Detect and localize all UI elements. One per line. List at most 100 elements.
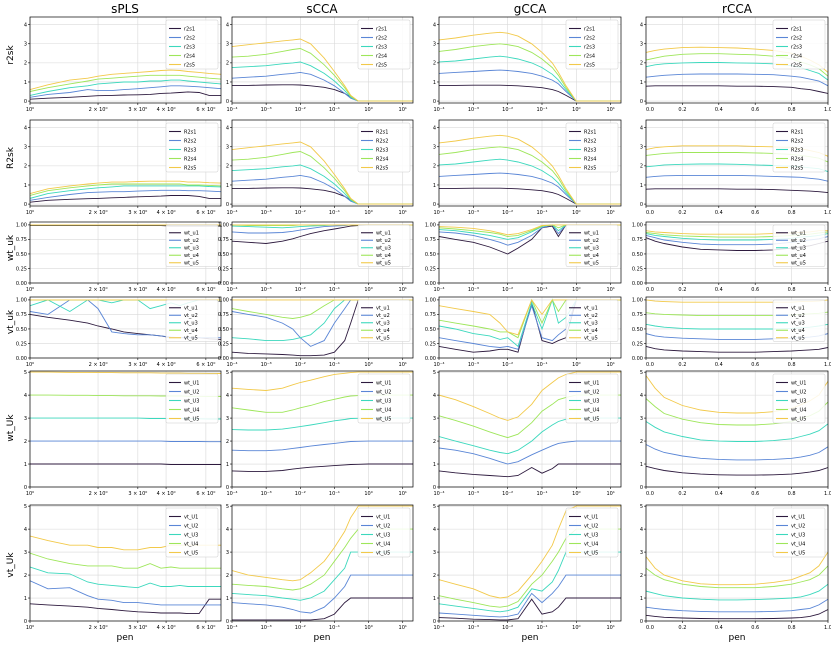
legend: wt_U1 wt_U2 wt_U3 wt_U4 wt_U5 <box>565 373 619 424</box>
legend-label: R2s3 <box>376 147 388 153</box>
series-line-r2s1 <box>646 188 828 194</box>
x-tick-label: 10⁰ <box>364 362 372 368</box>
y-tick-label: 3 <box>24 416 27 422</box>
legend-box <box>165 373 219 424</box>
legend-label: wt_u4 <box>584 253 599 259</box>
x-tick-label: 10⁻³ <box>261 210 272 216</box>
panel-vt-uk-gcca: 10⁻⁴ 10⁻³ 10⁻² 10⁻¹ 10⁰ 10¹ 0.00 0.25 0.50 0.75 1.… <box>425 296 622 368</box>
series-line-wt-u2 <box>646 444 828 461</box>
series-line-vt-u1 <box>646 345 828 353</box>
series-line-vt-u1 <box>646 609 828 620</box>
x-tick-label: 10⁰ <box>26 362 34 368</box>
legend-label: r2s3 <box>184 44 195 50</box>
y-tick-label: 2 <box>24 439 27 445</box>
x-axis-label-scca: pen <box>314 633 331 643</box>
legend-box <box>357 19 411 70</box>
x-axis-label-spls: pen <box>117 633 134 643</box>
y-tick-label: 0 <box>24 485 27 491</box>
y-tick-label: 2 <box>433 573 436 579</box>
y-tick-label: 0 <box>226 202 229 208</box>
x-tick-label: 10⁻¹ <box>536 210 547 216</box>
legend-label: vt_u3 <box>584 321 598 327</box>
legend-label: R2s4 <box>184 156 196 162</box>
series-line-wt-u1 <box>439 463 621 478</box>
legend-label: vt_u4 <box>791 328 805 334</box>
legend-label: r2s5 <box>791 62 802 68</box>
legend-label: wt_u2 <box>791 238 806 244</box>
x-tick-label: 0.6 <box>751 625 759 631</box>
legend-label: wt_u4 <box>376 253 391 259</box>
legend-label: wt_U1 <box>791 380 806 386</box>
y-tick-label: 1 <box>226 596 229 602</box>
y-tick-label: 3 <box>226 416 229 422</box>
y-tick-label: 1.00 <box>16 298 27 304</box>
series-line-r2s5 <box>30 69 221 91</box>
y-tick-label: 1 <box>640 183 643 189</box>
x-tick-label: 0.2 <box>678 625 686 631</box>
y-tick-label: 2 <box>226 61 229 67</box>
y-tick-label: 4 <box>640 527 643 533</box>
legend-label: vt_U5 <box>791 550 805 556</box>
x-tick-label: 10⁻¹ <box>536 491 547 497</box>
x-tick-label: 2 × 10⁰ <box>89 362 108 368</box>
x-tick-label: 10¹ <box>606 107 614 113</box>
series-line-wt-u3 <box>646 421 828 442</box>
y-tick-label: 0.00 <box>218 356 229 362</box>
legend: vt_U1 vt_U2 vt_U3 vt_U4 vt_U5 <box>357 507 411 558</box>
y-tick-label: 2 <box>226 573 229 579</box>
series-line-vt-u4 <box>30 552 221 569</box>
y-tick-label: 0 <box>24 99 27 105</box>
x-tick-label: 0.2 <box>678 107 686 113</box>
legend-label: r2s2 <box>584 35 595 41</box>
y-tick-label: 3 <box>433 145 436 151</box>
y-tick-label: 2 <box>640 439 643 445</box>
series-line-vt-u2 <box>646 598 828 613</box>
x-tick-label: 0.0 <box>646 210 654 216</box>
panel-vt-uk-gcca: 10⁻⁴ 10⁻³ 10⁻² 10⁻¹ 10⁰ 10¹ 0 1 2 3 4 5 vt_U1 vt_U2vt… <box>433 504 622 631</box>
x-tick-label: 10⁰ <box>364 107 372 113</box>
series-line-vt-u3 <box>30 566 221 589</box>
y-tick-label: 1 <box>226 183 229 189</box>
axes-frame <box>438 370 622 488</box>
column-title-scca: sCCA <box>306 2 338 16</box>
legend-label: r2s1 <box>376 26 387 32</box>
panel-vt-uk-rcca: 0.0 0.2 0.4 0.6 0.8 1.0 0 1 2 3 4 5 vt_U1 vt_U2 vt_U3v… <box>640 504 831 631</box>
legend-label: wt_u5 <box>376 261 391 267</box>
x-tick-label: 10⁻⁴ <box>226 107 237 113</box>
y-tick-label: 3 <box>24 42 27 48</box>
y-tick-label: 0.50 <box>218 252 229 258</box>
x-tick-label: 2 × 10⁰ <box>89 107 108 113</box>
y-tick-label: 0 <box>640 485 643 491</box>
series-line-r2s1 <box>232 187 413 205</box>
y-tick-label: 3 <box>640 145 643 151</box>
x-tick-label: 1.0 <box>824 210 831 216</box>
axes-frame <box>645 119 829 207</box>
y-tick-label: 0 <box>226 619 229 625</box>
y-tick-label: 2 <box>433 439 436 445</box>
y-tick-label: 0 <box>24 619 27 625</box>
legend-label: vt_U1 <box>791 514 805 520</box>
legend-label: vt_U5 <box>376 550 390 556</box>
y-tick-label: 0.50 <box>632 327 643 333</box>
x-tick-label: 6 × 10⁰ <box>196 107 215 113</box>
axes-frame <box>231 119 414 207</box>
y-tick-label: 4 <box>226 393 229 399</box>
x-tick-label: 2 × 10⁰ <box>89 491 108 497</box>
legend-label: vt_U5 <box>184 550 198 556</box>
legend-label: r2s5 <box>584 62 595 68</box>
legend-label: vt_U4 <box>584 541 598 547</box>
x-tick-label: 10⁻⁴ <box>433 625 444 631</box>
legend-label: wt_u4 <box>791 253 806 259</box>
axes-frame <box>231 504 414 622</box>
legend-label: wt_U2 <box>791 389 806 395</box>
y-tick-label: 0.75 <box>218 312 229 318</box>
x-tick-label: 0.4 <box>715 287 723 293</box>
x-tick-label: 0.6 <box>751 362 759 368</box>
x-tick-label: 10¹ <box>399 210 407 216</box>
y-tick-label: 3 <box>24 550 27 556</box>
y-tick-label: 0.00 <box>16 281 27 287</box>
y-tick-label: 5 <box>226 370 229 376</box>
x-tick-label: 0.6 <box>751 491 759 497</box>
